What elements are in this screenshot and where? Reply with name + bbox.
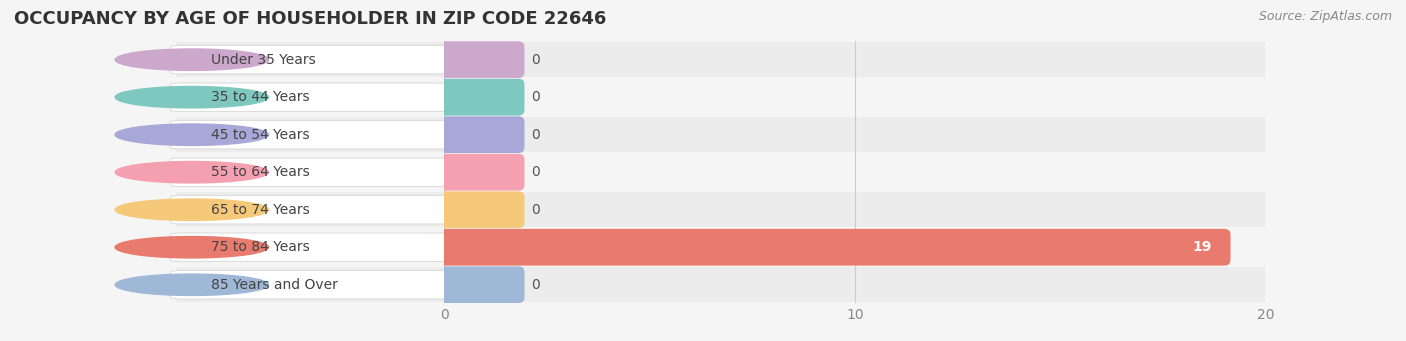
FancyBboxPatch shape <box>170 233 450 262</box>
Text: 55 to 64 Years: 55 to 64 Years <box>211 165 309 179</box>
Circle shape <box>115 199 269 220</box>
Text: 65 to 74 Years: 65 to 74 Years <box>211 203 309 217</box>
Bar <box>0 117 1406 152</box>
Bar <box>0 117 1406 152</box>
Bar <box>0 42 1406 77</box>
Circle shape <box>115 274 269 295</box>
FancyBboxPatch shape <box>439 41 524 78</box>
Text: 0: 0 <box>530 278 540 292</box>
Circle shape <box>115 237 269 258</box>
Text: 0: 0 <box>530 53 540 67</box>
FancyBboxPatch shape <box>439 116 524 153</box>
Bar <box>0 80 1406 115</box>
FancyBboxPatch shape <box>170 83 450 112</box>
FancyBboxPatch shape <box>439 266 524 303</box>
Text: 0: 0 <box>530 90 540 104</box>
Bar <box>0 267 1406 302</box>
Bar <box>0 155 1406 190</box>
Text: 85 Years and Over: 85 Years and Over <box>211 278 337 292</box>
Text: 0: 0 <box>530 128 540 142</box>
FancyBboxPatch shape <box>170 45 450 74</box>
Text: Source: ZipAtlas.com: Source: ZipAtlas.com <box>1258 10 1392 23</box>
Text: Under 35 Years: Under 35 Years <box>211 53 315 67</box>
FancyBboxPatch shape <box>439 154 524 191</box>
Text: 0: 0 <box>530 203 540 217</box>
Text: 0: 0 <box>530 165 540 179</box>
Bar <box>0 80 1406 115</box>
Circle shape <box>115 162 269 183</box>
FancyBboxPatch shape <box>439 229 1230 266</box>
Bar <box>0 155 1406 190</box>
Circle shape <box>115 87 269 108</box>
Text: 45 to 54 Years: 45 to 54 Years <box>211 128 309 142</box>
FancyBboxPatch shape <box>170 195 450 224</box>
FancyBboxPatch shape <box>439 79 524 116</box>
Bar <box>0 192 1406 227</box>
FancyBboxPatch shape <box>170 270 450 299</box>
Text: OCCUPANCY BY AGE OF HOUSEHOLDER IN ZIP CODE 22646: OCCUPANCY BY AGE OF HOUSEHOLDER IN ZIP C… <box>14 10 606 28</box>
Bar <box>0 192 1406 227</box>
Bar <box>0 230 1406 265</box>
FancyBboxPatch shape <box>170 120 450 149</box>
Text: 35 to 44 Years: 35 to 44 Years <box>211 90 309 104</box>
Bar <box>0 230 1406 265</box>
Bar <box>0 267 1406 302</box>
FancyBboxPatch shape <box>439 191 524 228</box>
FancyBboxPatch shape <box>170 158 450 187</box>
Text: 19: 19 <box>1192 240 1212 254</box>
Bar <box>0 42 1406 77</box>
Circle shape <box>115 124 269 145</box>
Circle shape <box>115 49 269 70</box>
Text: 75 to 84 Years: 75 to 84 Years <box>211 240 309 254</box>
